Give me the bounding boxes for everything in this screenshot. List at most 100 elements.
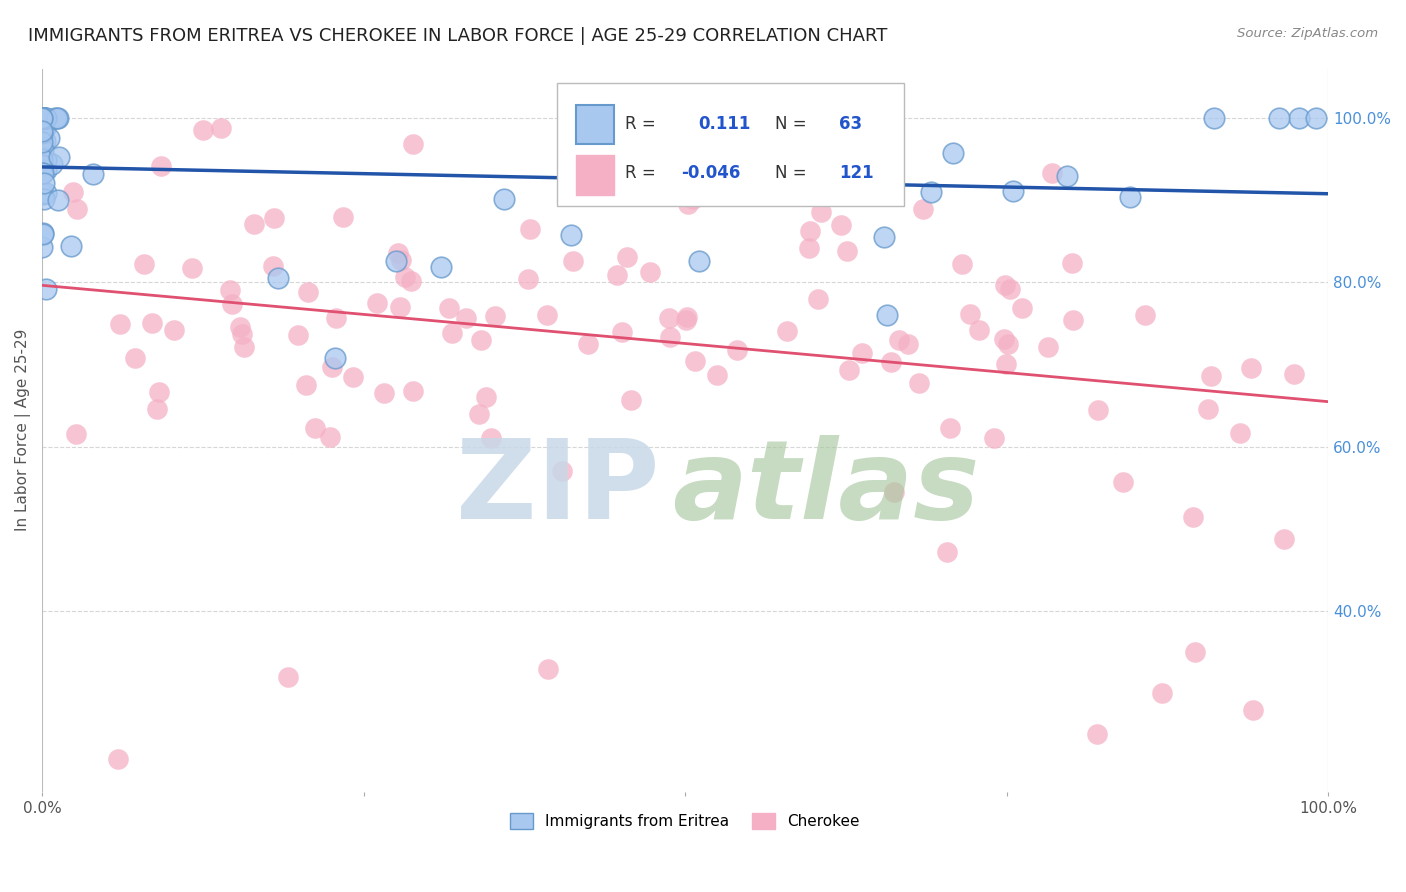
Point xyxy=(475,390,498,404)
Point xyxy=(31,126,53,140)
Point xyxy=(32,176,55,190)
Point xyxy=(470,333,492,347)
Point xyxy=(682,192,704,206)
Point xyxy=(366,296,388,310)
Point xyxy=(389,252,412,267)
Point xyxy=(31,129,53,144)
Point xyxy=(1239,360,1261,375)
Point xyxy=(481,432,503,446)
Point xyxy=(373,385,395,400)
Point xyxy=(31,152,53,166)
Point xyxy=(908,376,931,390)
Point xyxy=(775,324,797,338)
FancyBboxPatch shape xyxy=(576,155,614,195)
Point xyxy=(658,311,681,326)
Point xyxy=(806,161,828,175)
Point xyxy=(837,244,859,258)
Point xyxy=(920,186,942,200)
Text: atlas: atlas xyxy=(672,434,980,541)
Point xyxy=(887,333,910,347)
Point xyxy=(31,240,53,254)
Point xyxy=(619,392,641,407)
Point xyxy=(146,401,169,416)
Point xyxy=(1011,301,1033,316)
Point xyxy=(959,307,981,321)
Point xyxy=(32,166,55,180)
Point xyxy=(560,228,582,243)
Point xyxy=(950,257,973,271)
Point xyxy=(830,218,852,232)
Point xyxy=(1288,111,1310,125)
Point xyxy=(294,377,316,392)
Point xyxy=(536,308,558,322)
Point xyxy=(211,121,233,136)
Point xyxy=(46,111,69,125)
Point xyxy=(935,545,957,559)
Point xyxy=(32,143,55,157)
Point xyxy=(31,111,53,125)
Point xyxy=(1268,111,1291,125)
Point xyxy=(384,253,406,268)
Point xyxy=(35,282,58,296)
Text: R =: R = xyxy=(624,164,655,183)
Point xyxy=(561,254,583,268)
Point xyxy=(1087,403,1109,417)
Point xyxy=(48,150,70,164)
Point xyxy=(1062,313,1084,327)
Point xyxy=(897,337,920,351)
Point xyxy=(998,282,1021,296)
Point xyxy=(32,111,55,125)
Point xyxy=(810,205,832,219)
Text: -0.046: -0.046 xyxy=(682,164,741,183)
Point xyxy=(31,111,53,125)
Point xyxy=(31,133,53,147)
Text: N =: N = xyxy=(775,164,807,183)
Point xyxy=(231,326,253,341)
Point xyxy=(912,202,935,216)
Point xyxy=(66,202,89,217)
Y-axis label: In Labor Force | Age 25-29: In Labor Force | Age 25-29 xyxy=(15,329,31,532)
Point xyxy=(59,239,82,253)
Point xyxy=(706,368,728,382)
Point xyxy=(34,111,56,125)
Point xyxy=(228,319,250,334)
Point xyxy=(35,153,58,168)
Legend: Immigrants from Eritrea, Cherokee: Immigrants from Eritrea, Cherokee xyxy=(505,806,866,835)
Point xyxy=(32,111,55,125)
Point xyxy=(219,283,242,297)
Point xyxy=(683,353,706,368)
Point xyxy=(1197,401,1219,416)
Point xyxy=(676,196,699,211)
Point xyxy=(45,111,67,125)
Point xyxy=(35,111,58,125)
Point xyxy=(31,111,53,125)
Point xyxy=(297,285,319,299)
Point xyxy=(401,274,423,288)
Point xyxy=(262,260,284,274)
Point xyxy=(32,111,55,125)
Point xyxy=(797,241,820,255)
Point xyxy=(616,250,638,264)
Point xyxy=(1282,367,1305,381)
Point xyxy=(38,131,60,145)
Point xyxy=(148,385,170,400)
Text: 63: 63 xyxy=(839,114,862,133)
Point xyxy=(551,464,574,478)
Point xyxy=(44,111,66,125)
Point xyxy=(31,111,53,125)
Point xyxy=(31,166,53,180)
Point xyxy=(1002,184,1025,198)
Point xyxy=(243,217,266,231)
Text: N =: N = xyxy=(775,114,807,133)
Point xyxy=(232,341,254,355)
Point xyxy=(1119,190,1142,204)
Point xyxy=(1112,475,1135,490)
Text: 121: 121 xyxy=(839,164,875,183)
Point xyxy=(688,254,710,268)
Point xyxy=(1150,686,1173,700)
Point xyxy=(1201,368,1223,383)
Point xyxy=(325,310,347,325)
Point xyxy=(32,227,55,241)
Point xyxy=(332,210,354,224)
Point xyxy=(537,662,560,676)
